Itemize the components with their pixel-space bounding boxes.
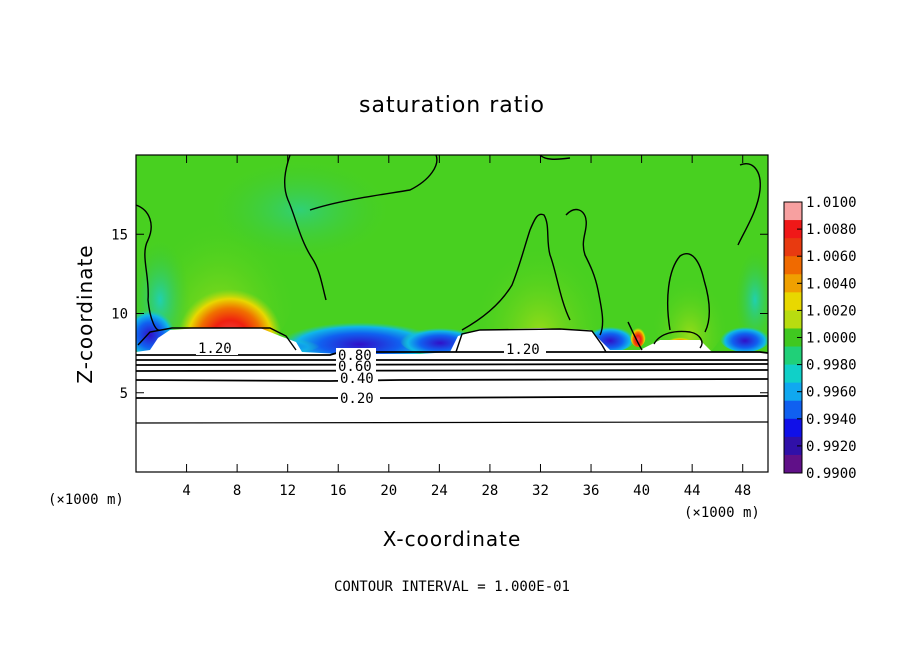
colorbar-tick-label: 1.0040	[806, 276, 857, 292]
contour-labels: 1.20 0.80 0.60 0.40 0.20 1.20	[196, 340, 546, 407]
colorbar-swatch	[784, 292, 802, 311]
x-unit-label: (×1000 m)	[684, 505, 760, 521]
x-axis: 4 8 12 16 20 24 28 32 36 40 44 48	[182, 155, 751, 499]
contour-8	[667, 253, 711, 333]
y-axis: 5 10 15	[111, 227, 768, 402]
x-tick-label: 32	[532, 483, 549, 499]
colorbar-swatch	[784, 256, 802, 275]
colorbar-swatch	[784, 238, 802, 257]
x-tick-label: 48	[734, 483, 751, 499]
colorbar-swatch	[784, 382, 802, 402]
contour-6	[461, 213, 571, 331]
colorbar-tick-label: 0.9960	[806, 385, 857, 401]
dry-zone-1	[280, 318, 440, 362]
colorbar-swatch	[784, 400, 802, 420]
dry-zone-5	[720, 324, 768, 352]
colorbar-tick-label: 1.0100	[806, 195, 857, 211]
colorbar-swatch	[784, 328, 802, 348]
cloud-contour-4	[136, 369, 768, 372]
chart-title: saturation ratio	[359, 93, 545, 118]
x-tick-label: 44	[684, 483, 701, 499]
colorbar-swatch	[784, 274, 802, 293]
contour-2	[283, 155, 327, 301]
contour-label-4: 0.40	[340, 371, 374, 387]
x-tick-label: 16	[330, 483, 347, 499]
x-tick-label: 20	[380, 483, 397, 499]
contour-label-3: 0.60	[338, 359, 372, 375]
colorbar-tick-label: 0.9940	[806, 412, 857, 428]
contour-4	[539, 155, 571, 160]
x-tick-label: 8	[233, 483, 241, 499]
y-unit-label: (×1000 m)	[48, 492, 124, 508]
contour-label-5: 0.20	[340, 391, 374, 407]
y-axis-title: Z-coordinate	[73, 244, 97, 383]
plot-area	[136, 155, 768, 472]
colorbar-swatch	[784, 202, 802, 221]
y-tick-label: 10	[111, 307, 128, 323]
colorbar-swatch	[784, 418, 802, 438]
colorbar-swatch	[784, 346, 802, 366]
contour-11	[653, 330, 703, 349]
y-tick-label: 5	[120, 386, 128, 402]
colorbar-tick-label: 1.0080	[806, 222, 857, 238]
colorbar-swatch	[784, 436, 802, 456]
contour-label-6: 1.20	[506, 342, 540, 358]
cloud-contour-7	[136, 421, 768, 424]
x-tick-label: 28	[481, 483, 498, 499]
contour-7	[565, 208, 604, 336]
x-tick-label: 4	[182, 483, 190, 499]
contour-9	[137, 327, 297, 351]
contour-10	[455, 328, 607, 353]
contour-label-1: 1.20	[198, 341, 232, 357]
contour-5	[737, 163, 761, 246]
colorbar-tick-label: 1.0000	[806, 331, 857, 347]
x-tick-label: 36	[583, 483, 600, 499]
y-tick-label: 15	[111, 227, 128, 243]
colorbar-swatch	[784, 310, 802, 329]
contour-12	[627, 321, 643, 351]
colorbar-tick-label: 1.0020	[806, 303, 857, 319]
colorbar-swatch	[784, 454, 802, 474]
x-tick-label: 24	[431, 483, 448, 499]
plume-middle	[470, 190, 610, 370]
contour-1	[136, 204, 161, 331]
colorbar: 1.0100 1.0080 1.0060 1.0040 1.0020 1.0000 0.99…	[783, 195, 857, 482]
x-tick-label: 40	[633, 483, 650, 499]
cloud-contour-3	[136, 363, 768, 366]
x-tick-label: 12	[279, 483, 296, 499]
colorbar-tick-label: 0.9920	[806, 439, 857, 455]
colorbar-tick-label: 0.9900	[806, 466, 857, 482]
hotspot-small-1	[630, 323, 646, 347]
colorbar-tick-label: 1.0060	[806, 249, 857, 265]
colorbar-swatch	[784, 364, 802, 384]
x-axis-title: X-coordinate	[383, 527, 522, 551]
colorbar-swatch	[784, 220, 802, 239]
contour-3	[309, 155, 438, 211]
contour-lines	[136, 155, 761, 353]
colorbar-tick-label: 0.9980	[806, 358, 857, 374]
teal-region-1	[210, 160, 390, 260]
contour-interval-note: CONTOUR INTERVAL = 1.000E-01	[334, 579, 570, 595]
